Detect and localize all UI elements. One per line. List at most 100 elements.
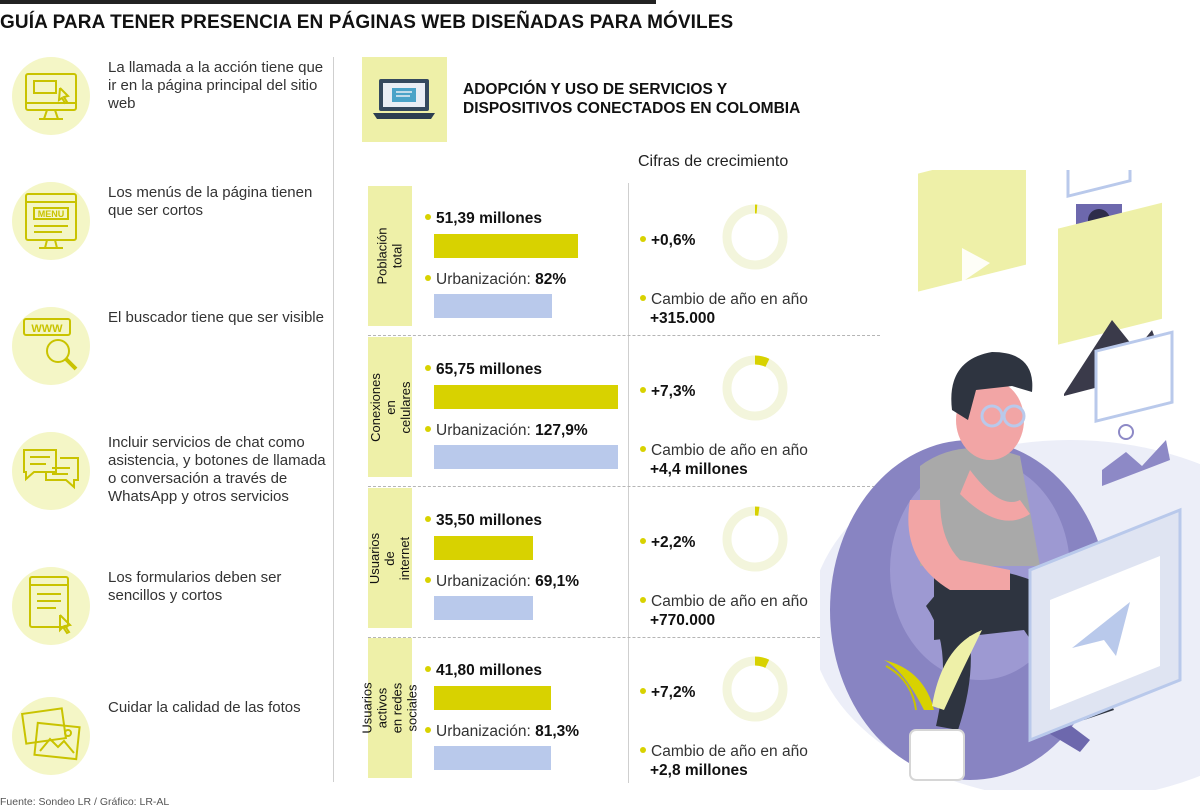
- tip-icon-circle: [12, 57, 90, 135]
- donut-track: [722, 656, 788, 722]
- donut-arc: [722, 656, 788, 722]
- svg-text:MENU: MENU: [38, 209, 65, 219]
- tip-text: El buscador tiene que ser visible: [108, 309, 324, 326]
- tip-text: Incluir servicios de chat como asistenci…: [108, 434, 326, 505]
- top-rule: [0, 0, 656, 4]
- growth-donut: [722, 355, 788, 421]
- page-title: GUÍA PARA TENER PRESENCIA EN PÁGINAS WEB…: [0, 12, 734, 33]
- category-label-text: Conexiones en celulares: [367, 372, 413, 442]
- tip-short-forms: Los formularios deben ser sencillos y co…: [12, 567, 342, 645]
- category-label: Usuarios de internet: [367, 488, 413, 628]
- bullet-dot: [425, 665, 431, 672]
- photos-icon: [20, 707, 81, 761]
- chat-bubbles-icon: [23, 449, 79, 490]
- donut-track: [722, 506, 788, 572]
- menu-screen-icon: MENU: [25, 193, 77, 249]
- value-label: 51,39 millones: [425, 210, 542, 228]
- tip-icon-circle: [12, 567, 90, 645]
- source-footer: Fuente: Sondeo LR / Gráfico: LR-AL: [0, 796, 170, 808]
- growth-percent: +7,3%: [640, 383, 695, 401]
- year-change-value: +2,8 millones: [650, 762, 748, 779]
- bullet-dot: [425, 274, 431, 281]
- tip-icon-circle: WWW: [12, 307, 90, 385]
- urbanization-label: Urbanización: 69,1%: [425, 573, 579, 591]
- donut-track: [722, 355, 788, 421]
- growth-percent: +2,2%: [640, 534, 695, 552]
- potted-plant: [884, 630, 982, 781]
- column-divider: [333, 57, 334, 782]
- population-bar: [434, 686, 551, 710]
- laptop-badge: [362, 57, 447, 142]
- tip-icon-circle: [12, 432, 90, 510]
- population-bar: [434, 234, 578, 258]
- website-click-icon: [25, 73, 77, 120]
- tip-text: Cuidar la calidad de las fotos: [108, 699, 301, 716]
- category-label: Población total: [368, 186, 412, 326]
- category-label-text: Usuarios de internet: [367, 532, 413, 584]
- growth-donut: [722, 506, 788, 572]
- urbanization-bar: [434, 294, 552, 318]
- population-bar: [434, 385, 618, 409]
- bullet-dot: [425, 425, 431, 432]
- www-search-icon: WWW: [23, 318, 78, 371]
- donut-arc: [722, 355, 788, 421]
- urbanization-value: 81,3%: [535, 723, 580, 740]
- row-separator: [368, 486, 880, 487]
- year-change-note: Cambio de año en año +2,8 millones: [640, 742, 808, 780]
- tip-call-to-action: La llamada a la acción tiene que ir en l…: [12, 57, 342, 135]
- tip-icon-circle: [12, 697, 90, 775]
- bullet-dot: [640, 746, 646, 753]
- row-separator: [368, 637, 880, 638]
- bullet-dot: [425, 213, 431, 220]
- laptop-icon: [373, 79, 435, 119]
- urbanization-bar: [434, 445, 618, 469]
- category-label: Conexiones en celulares: [367, 337, 413, 477]
- bullet-dot: [640, 596, 646, 603]
- donut-arc: [722, 506, 788, 572]
- bullet-dot: [640, 235, 646, 242]
- growth-divider: [628, 183, 629, 783]
- form-click-icon: [29, 576, 73, 635]
- year-change-value: +770.000: [650, 612, 716, 629]
- growth-donut: [722, 656, 788, 722]
- tip-photo-quality: Cuidar la calidad de las fotos: [12, 697, 342, 775]
- year-change-note: Cambio de año en año +315.000: [640, 290, 808, 328]
- urbanization-label: Urbanización: 82%: [425, 271, 566, 289]
- growth-heading: Cifras de crecimiento: [638, 153, 789, 170]
- bullet-dot: [425, 726, 431, 733]
- laptop-screen: [1028, 507, 1182, 743]
- category-label: Usuarios activos en redes sociales: [360, 638, 420, 778]
- bullet-dot: [640, 445, 646, 452]
- landscape-card-icon: [1094, 330, 1174, 486]
- tip-icon-circle: MENU: [12, 182, 90, 260]
- value-label: 65,75 millones: [425, 361, 542, 379]
- tip-text: Los menús de la página tienen que ser co…: [108, 184, 313, 219]
- tip-text: Los formularios deben ser sencillos y co…: [108, 569, 282, 604]
- tip-chat-services: Incluir servicios de chat como asistenci…: [12, 432, 342, 510]
- value-label: 35,50 millones: [425, 512, 542, 530]
- growth-donut: [722, 204, 788, 270]
- growth-percent: +7,2%: [640, 684, 695, 702]
- category-band: [368, 488, 412, 628]
- bullet-dot: [640, 537, 646, 544]
- year-change-value: +4,4 millones: [650, 461, 748, 478]
- row-separator: [368, 335, 880, 336]
- donut-arc: [722, 204, 788, 270]
- year-change-value: +315.000: [650, 310, 716, 327]
- year-change-note: Cambio de año en año +4,4 millones: [640, 441, 808, 479]
- category-label-text: Población total: [375, 227, 406, 285]
- person-with-screens-illustration: [820, 170, 1200, 790]
- urbanization-value: 82%: [535, 271, 567, 288]
- urbanization-label: Urbanización: 127,9%: [425, 422, 588, 440]
- svg-text:WWW: WWW: [31, 323, 63, 335]
- category-band: [368, 337, 412, 477]
- bullet-dot: [425, 576, 431, 583]
- bullet-dot: [640, 687, 646, 694]
- bullet-dot: [425, 515, 431, 522]
- urbanization-value: 69,1%: [535, 573, 580, 590]
- year-change-note: Cambio de año en año +770.000: [640, 592, 808, 630]
- video-card-icon: [918, 170, 1026, 292]
- urbanization-label: Urbanización: 81,3%: [425, 723, 579, 741]
- population-bar: [434, 536, 534, 560]
- value-label: 41,80 millones: [425, 662, 542, 680]
